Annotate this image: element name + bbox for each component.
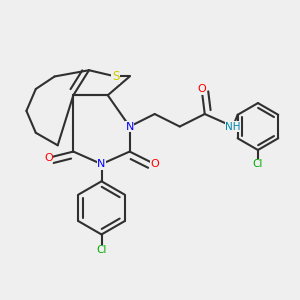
Text: O: O — [44, 153, 53, 163]
Text: Cl: Cl — [253, 159, 263, 169]
Text: N: N — [125, 122, 134, 131]
Text: Cl: Cl — [96, 245, 107, 255]
Text: S: S — [112, 70, 119, 83]
Text: N: N — [97, 159, 106, 169]
Text: NH: NH — [225, 122, 241, 131]
Text: O: O — [197, 84, 206, 94]
Text: O: O — [150, 159, 159, 169]
